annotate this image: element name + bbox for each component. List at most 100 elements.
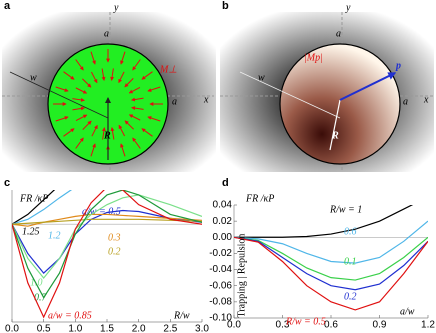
arrow <box>141 128 153 137</box>
momentum-vector <box>339 72 397 101</box>
series-label: 0.3 <box>108 232 121 243</box>
y-tick-label: -0.06 <box>209 280 232 291</box>
panel-letter: d <box>222 177 229 189</box>
arrow <box>90 143 96 157</box>
radius-label: a <box>336 28 341 39</box>
axis-label: y <box>113 2 119 13</box>
arrow <box>63 128 75 137</box>
arrow <box>55 116 69 122</box>
x-tick-label: 0.0 <box>227 320 241 331</box>
x-tick-label: 3.0 <box>195 324 209 333</box>
series-line <box>234 236 428 291</box>
arrow <box>120 143 126 157</box>
y-tick-label: 0.00 <box>213 232 233 243</box>
x-tick-label: 1.2 <box>421 320 435 331</box>
arrow <box>131 106 144 111</box>
x-tick-label: 0.0 <box>5 324 19 333</box>
series-line <box>12 194 202 279</box>
position-label: R <box>103 130 111 141</box>
panel-letter: a <box>4 0 11 12</box>
arrow <box>110 127 115 140</box>
radius-label: a <box>172 96 177 107</box>
radius-label: a <box>104 28 109 39</box>
panel-letter: c <box>4 177 10 189</box>
disk <box>279 43 401 165</box>
x-axis-title: R/w <box>173 310 190 321</box>
arrow <box>101 68 106 81</box>
y-tick-label: -0.08 <box>209 296 232 307</box>
arrow <box>128 86 141 94</box>
axis-label: x <box>423 94 429 105</box>
x-tick-label: 0.6 <box>324 320 338 331</box>
x-tick-label: 0.9 <box>373 320 387 331</box>
arrow <box>118 124 126 137</box>
series-line <box>12 190 56 225</box>
arrow <box>132 59 141 71</box>
arrow <box>82 120 92 130</box>
arrow <box>141 71 153 80</box>
x-tick-label: 2.0 <box>132 324 146 333</box>
y-axis-title: FR /κP <box>19 193 48 204</box>
arrow <box>55 86 69 92</box>
arrow <box>101 127 106 140</box>
panel-b: b y x a a w |Mp| p R <box>220 0 434 172</box>
arrow <box>90 71 98 84</box>
momentum-label: p <box>395 60 401 71</box>
series-line <box>12 190 202 299</box>
arrow <box>131 97 144 102</box>
arrow <box>90 51 96 65</box>
series-label: a/w = 0.85 <box>48 310 92 321</box>
series-label: 0.2 <box>108 246 121 257</box>
arrow <box>72 106 85 111</box>
series-line <box>12 190 202 319</box>
width-label: w <box>30 72 37 83</box>
radius-label: a <box>403 96 408 107</box>
magnetization-label: |Mp| <box>304 52 323 63</box>
x-axis-title: a/w <box>400 306 415 317</box>
y-tick-label: -0.10 <box>209 313 232 324</box>
magnetization-label: M⊥ <box>159 64 177 75</box>
annotation: Trapping | Repulsion <box>236 234 247 318</box>
series-label: 0.1 <box>344 256 357 267</box>
series-label: R/w = 1 <box>329 204 362 215</box>
series-line <box>12 218 202 225</box>
axis-label: x <box>203 94 209 105</box>
y-tick-label: -0.02 <box>209 248 232 259</box>
x-tick-label: 0.5 <box>37 324 51 333</box>
series-label: 1.25 <box>22 226 40 237</box>
series-label: 1.2 <box>48 230 61 241</box>
arrow <box>120 51 126 65</box>
series-label: 0.6 <box>344 226 357 237</box>
series-line <box>12 190 73 225</box>
arrow <box>147 86 161 92</box>
width-line <box>239 71 341 119</box>
series-line <box>234 236 428 281</box>
width-label: w <box>258 72 265 83</box>
series-label: 0.2 <box>344 291 357 302</box>
arrow <box>82 78 92 88</box>
arrow <box>124 120 134 130</box>
panel-a: a y x a a w M⊥ R <box>2 0 216 172</box>
arrow <box>124 78 134 88</box>
arrow <box>110 68 115 81</box>
y-tick-label: 0.04 <box>213 200 233 211</box>
arrow <box>132 137 141 149</box>
x-tick-label: 1.0 <box>68 324 82 333</box>
axis-label: y <box>345 2 351 13</box>
x-tick-label: 2.5 <box>163 324 177 333</box>
series-label: 0.7 <box>34 292 48 303</box>
position-label: R <box>331 130 339 141</box>
arrow <box>147 116 161 122</box>
x-tick-label: 1.5 <box>100 324 114 333</box>
panel-letter: b <box>222 0 229 12</box>
magnetization-arrows <box>53 49 163 159</box>
arrow <box>72 97 85 102</box>
width-line <box>9 71 109 119</box>
arrow <box>91 124 98 137</box>
position-vector <box>329 99 341 151</box>
arrow <box>128 114 141 121</box>
series-line <box>234 205 414 238</box>
series-label: R/w = 0.5 <box>285 316 326 327</box>
charts: c 0.0 0.5 1.0 1.5 2.0 2.5 3.0 1.25 1.2 a/w = 0.5 0.… <box>4 177 435 333</box>
